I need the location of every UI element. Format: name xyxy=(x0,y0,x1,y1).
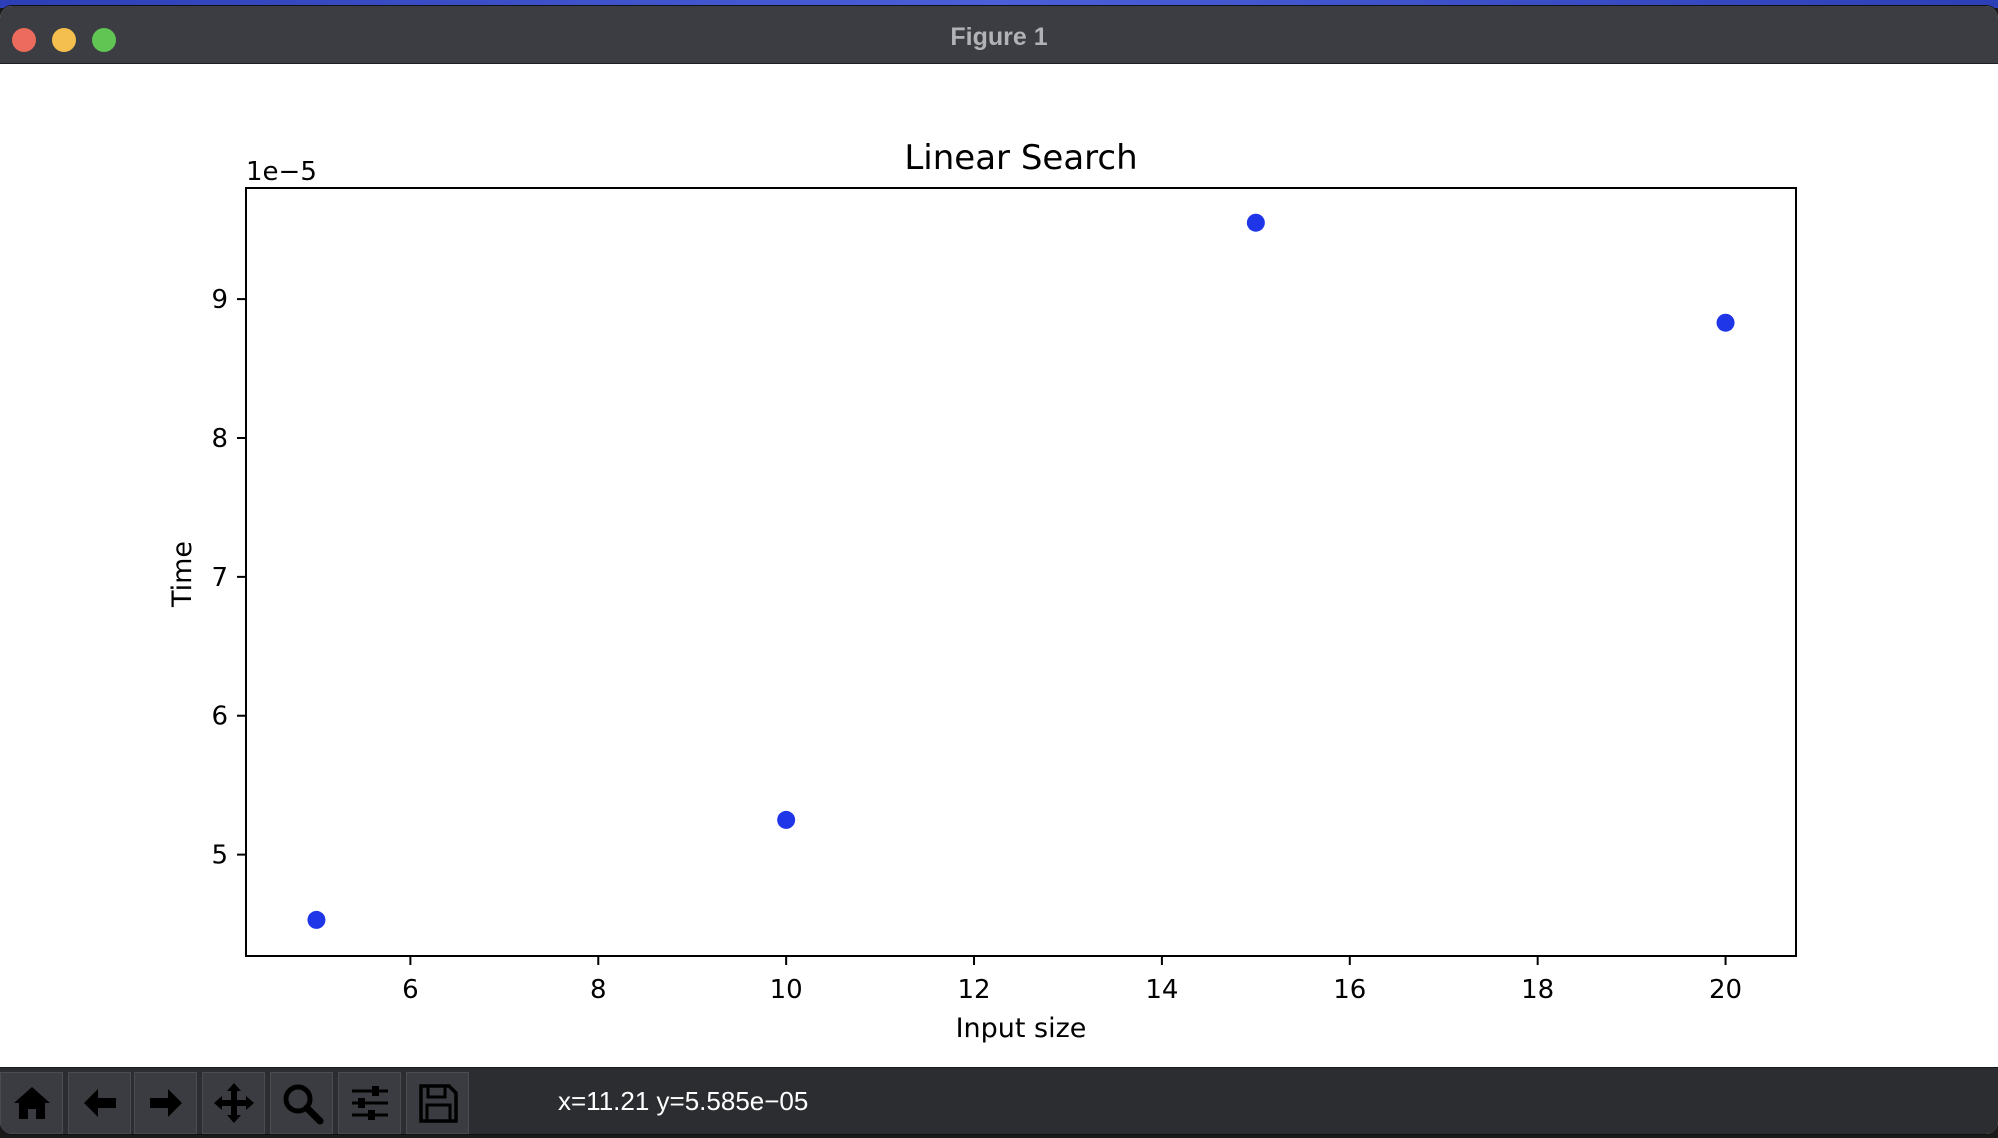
x-tick-label: 8 xyxy=(590,975,607,1005)
x-axis-label: Input size xyxy=(956,1013,1087,1044)
data-point[interactable] xyxy=(1716,313,1735,332)
chart-title: Linear Search xyxy=(904,138,1137,178)
minimize-window-button[interactable] xyxy=(52,28,76,52)
navigation-toolbar xyxy=(0,1067,1998,1134)
x-tick-label: 12 xyxy=(957,975,990,1005)
maximize-window-button[interactable] xyxy=(92,28,116,52)
forward-arrow-icon xyxy=(149,1089,182,1117)
x-tick-label: 6 xyxy=(402,975,419,1005)
x-axis-ticks: 6 8 10 12 14 16 18 20 xyxy=(402,956,1742,1005)
desktop-background xyxy=(0,0,1998,8)
save-button[interactable] xyxy=(406,1072,469,1134)
title-bar[interactable]: Figure 1 xyxy=(0,6,1998,64)
y-tick-label: 5 xyxy=(211,841,228,871)
close-window-button[interactable] xyxy=(12,28,36,52)
home-button[interactable] xyxy=(0,1072,63,1134)
y-tick-label: 9 xyxy=(211,285,228,315)
configure-subplots-button[interactable] xyxy=(338,1072,401,1134)
y-axis-offset-label: 1e−5 xyxy=(246,157,317,187)
y-axis-ticks: 5 6 7 8 9 xyxy=(211,285,246,871)
home-icon xyxy=(13,1087,50,1119)
figure-canvas[interactable]: Linear Search 1e−5 Input size Time 6 8 10 1… xyxy=(0,64,1998,1067)
back-arrow-icon xyxy=(83,1089,116,1117)
forward-button[interactable] xyxy=(134,1072,197,1134)
data-point[interactable] xyxy=(307,910,326,929)
y-tick-label: 6 xyxy=(211,702,228,732)
x-tick-label: 20 xyxy=(1709,975,1742,1005)
back-button[interactable] xyxy=(68,1072,131,1134)
plot-area-frame xyxy=(245,187,1797,957)
x-tick-label: 10 xyxy=(770,975,803,1005)
pan-move-icon xyxy=(213,1083,254,1123)
data-point[interactable] xyxy=(1246,213,1265,232)
data-point[interactable] xyxy=(777,810,796,829)
scatter-chart[interactable]: Linear Search 1e−5 Input size Time 6 8 10 1… xyxy=(0,64,1998,1067)
figure-window: Figure 1 Linear Search 1e−5 Input size T… xyxy=(0,6,1998,1134)
x-tick-label: 14 xyxy=(1145,975,1178,1005)
y-tick-label: 8 xyxy=(211,424,228,454)
zoom-magnifier-icon xyxy=(283,1084,323,1125)
zoom-button[interactable] xyxy=(270,1072,333,1134)
y-axis-label: Time xyxy=(167,541,198,608)
x-tick-label: 16 xyxy=(1333,975,1366,1005)
cursor-coordinates-readout: x=11.21 y=5.585e−05 xyxy=(558,1086,809,1116)
window-title: Figure 1 xyxy=(950,23,1048,51)
x-tick-label: 18 xyxy=(1521,975,1554,1005)
pan-button[interactable] xyxy=(202,1072,265,1134)
y-tick-label: 7 xyxy=(211,563,228,593)
data-points xyxy=(307,213,1735,929)
configure-subplots-icon xyxy=(351,1086,388,1120)
save-floppy-icon xyxy=(418,1084,458,1123)
